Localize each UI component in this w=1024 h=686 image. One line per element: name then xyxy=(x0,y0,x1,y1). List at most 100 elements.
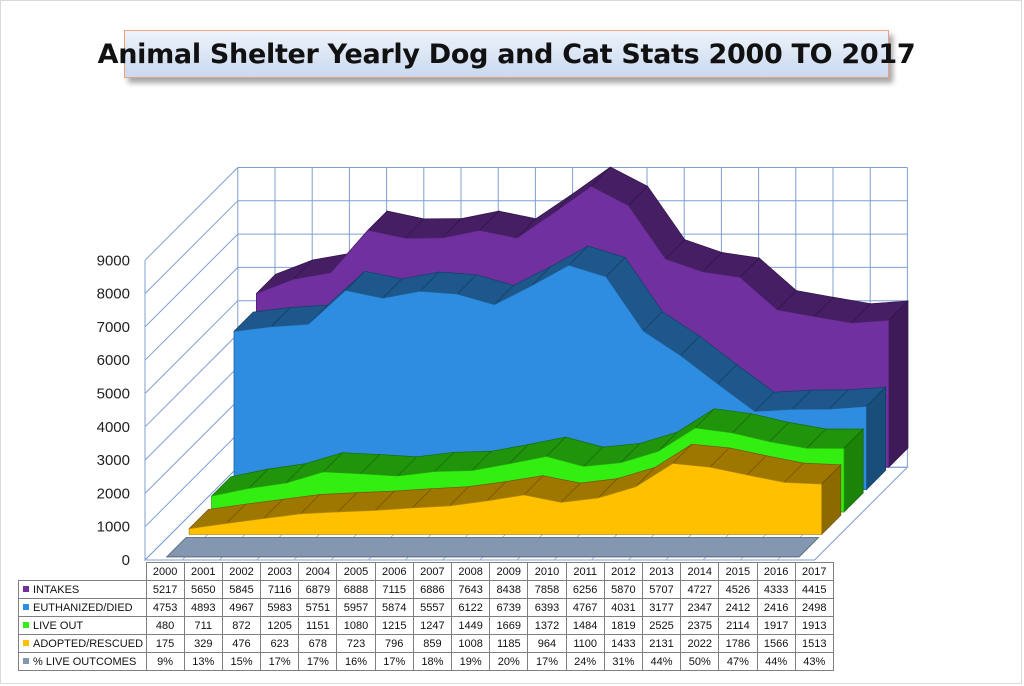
table-cell: 329 xyxy=(183,634,223,653)
table-cell: 6393 xyxy=(527,598,567,617)
table-year-header: 2007 xyxy=(412,562,453,581)
table-year-header: 2012 xyxy=(603,562,643,581)
table-cell: 2347 xyxy=(680,598,720,617)
table-cell: 1151 xyxy=(298,616,338,635)
table-cell: 723 xyxy=(336,634,376,653)
table-cell: 678 xyxy=(298,634,338,653)
table-corner xyxy=(18,562,147,581)
table-year-header: 2017 xyxy=(794,562,834,581)
table-year-header: 2013 xyxy=(641,562,682,581)
table-cell: 24% xyxy=(565,652,605,671)
table-cell: 1008 xyxy=(450,634,491,653)
table-cell: 4333 xyxy=(756,580,796,599)
side-wall-gridline xyxy=(144,167,239,261)
side-wall-gridline xyxy=(144,233,239,328)
table-row: LIVE OUT 480 711 872 1205 1151 1080 1215 1247 144… xyxy=(18,616,834,635)
table-cell: 9% xyxy=(145,652,185,671)
table-cell: 2412 xyxy=(718,598,758,617)
side-wall-gridline xyxy=(144,400,239,494)
table-cell: 1100 xyxy=(565,634,605,653)
table-cell: 4767 xyxy=(565,598,605,617)
table-row: EUTHANIZED/DIED 4753 4893 4967 5983 5751 5957 5… xyxy=(18,598,834,617)
table-cell: 5983 xyxy=(260,598,300,617)
table-year-header: 2001 xyxy=(183,562,223,581)
table-cell: 1786 xyxy=(718,634,758,653)
table-cell: 872 xyxy=(221,616,262,635)
y-tick-label: 1000 xyxy=(97,519,130,536)
table-cell: 2022 xyxy=(680,634,720,653)
table-cell: 5957 xyxy=(336,598,376,617)
chart-title: Animal Shelter Yearly Dog and Cat Stats … xyxy=(97,38,916,70)
table-year-header: 2016 xyxy=(756,562,796,581)
table-cell: 1205 xyxy=(260,616,300,635)
table-cell: 5751 xyxy=(298,598,338,617)
table-cell: 711 xyxy=(183,616,223,635)
table-cell: 4526 xyxy=(718,580,758,599)
table-cell: 47% xyxy=(718,652,758,671)
table-cell: 480 xyxy=(145,616,185,635)
table-cell: 6888 xyxy=(336,580,376,599)
table-cell: 964 xyxy=(527,634,567,653)
table-cell: 1433 xyxy=(603,634,643,653)
series-layer xyxy=(165,166,909,558)
side-wall-gridline xyxy=(144,267,239,361)
y-tick-label: 0 xyxy=(122,552,130,569)
table-cell: 17% xyxy=(374,652,414,671)
table-cell: 6122 xyxy=(450,598,491,617)
table-cell: 1917 xyxy=(756,616,796,635)
table-cell: 8438 xyxy=(489,580,529,599)
table-cell: 2375 xyxy=(680,616,720,635)
table-year-header: 2003 xyxy=(260,562,300,581)
floor-gridline xyxy=(814,466,908,561)
table-cell: 2525 xyxy=(641,616,682,635)
table-row-label: % LIVE OUTCOMES xyxy=(18,652,147,671)
legend-key-icon xyxy=(23,621,29,628)
table-cell: 5870 xyxy=(603,580,643,599)
table-year-header: 2000 xyxy=(145,562,185,581)
area-floor-band xyxy=(165,537,820,558)
table-cell: 2131 xyxy=(641,634,682,653)
y-tick-label: 4000 xyxy=(97,419,130,436)
y-tick-label: 5000 xyxy=(97,386,130,403)
table-cell: 17% xyxy=(298,652,338,671)
legend-label: LIVE OUT xyxy=(33,619,84,632)
table-cell: 1247 xyxy=(412,616,453,635)
table-cell: 44% xyxy=(756,652,796,671)
table-row-label: EUTHANIZED/DIED xyxy=(18,598,147,617)
area-front-face xyxy=(188,462,822,535)
table-cell: 7115 xyxy=(374,580,414,599)
y-axis: 0 1000 2000 3000 4000 5000 6000 7000 8000 9000 xyxy=(97,252,130,569)
table-cell: 7643 xyxy=(450,580,491,599)
table-cell: 5217 xyxy=(145,580,185,599)
table-cell: 6739 xyxy=(489,598,529,617)
table-cell: 5707 xyxy=(641,580,682,599)
table-year-header: 2010 xyxy=(527,562,567,581)
table-row-label: LIVE OUT xyxy=(18,616,147,635)
table-cell: 4415 xyxy=(794,580,834,599)
series--live-outcomes xyxy=(165,537,820,558)
side-wall-gridline xyxy=(144,200,239,294)
table-cell: 1372 xyxy=(527,616,567,635)
table-year-header: 2011 xyxy=(565,562,605,581)
table-cell: 5874 xyxy=(374,598,414,617)
side-wall-gridline xyxy=(144,333,239,428)
floor-gridline xyxy=(144,466,239,561)
table-row-label: ADOPTED/RESCUED xyxy=(18,634,147,653)
side-wall-gridline xyxy=(144,300,239,394)
table-cell: 17% xyxy=(527,652,567,671)
table-cell: 6256 xyxy=(565,580,605,599)
table-cell: 18% xyxy=(412,652,453,671)
table-cell: 1669 xyxy=(489,616,529,635)
y-tick-label: 3000 xyxy=(97,452,130,469)
legend-key-icon xyxy=(23,603,29,610)
table-cell: 1215 xyxy=(374,616,414,635)
table-cell: 623 xyxy=(260,634,300,653)
legend-label: INTAKES xyxy=(33,583,80,596)
table-year-header: 2014 xyxy=(680,562,720,581)
table-cell: 15% xyxy=(221,652,262,671)
table-cell: 1080 xyxy=(336,616,376,635)
table-cell: 1185 xyxy=(489,634,529,653)
table-cell: 6886 xyxy=(412,580,453,599)
